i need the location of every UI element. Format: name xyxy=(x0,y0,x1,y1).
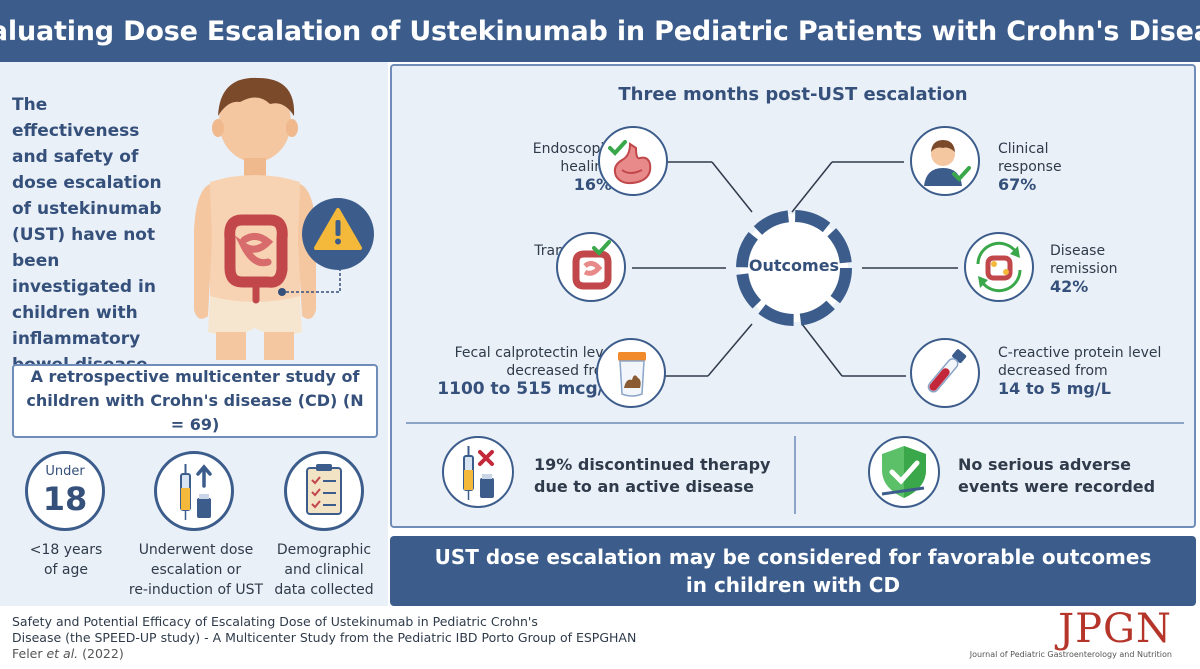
conclusion-line2: in children with CD xyxy=(685,573,901,597)
outcome-crp-value: 14 to 5 mg/L xyxy=(998,379,1111,398)
outcome-endoscopic: Endoscopic healing 16% xyxy=(472,140,612,194)
outcome-crp-line2: decreased from xyxy=(998,363,1108,379)
child-illustration xyxy=(194,77,374,360)
under-text: Under xyxy=(45,464,85,479)
discontinued-note: 19% discontinued therapy due to an activ… xyxy=(534,454,784,498)
citation-line1: Safety and Potential Efficacy of Escalat… xyxy=(12,614,538,629)
criterion-dose-line2: escalation or xyxy=(150,562,242,578)
discontinued-line2: due to an active disease xyxy=(534,477,754,496)
criterion-age-line2: of age xyxy=(43,562,89,578)
stomach-check-icon xyxy=(598,126,668,196)
outcomes-center-label: Outcomes xyxy=(748,256,840,275)
criterion-data-line3: data collected xyxy=(274,582,374,598)
outcome-crp-line1: C-reactive protein level xyxy=(998,345,1162,361)
outcome-endoscopic-line1: Endoscopic xyxy=(532,141,612,157)
journal-logo-text: JPGN xyxy=(1058,606,1172,652)
outcomes-diagram xyxy=(632,161,958,377)
outcome-calprotectin-line2: decreased from xyxy=(506,363,616,379)
criterion-age-line1: <18 years xyxy=(29,542,103,558)
author-name: Feler xyxy=(12,646,43,661)
clipboard-checklist-icon xyxy=(284,451,364,531)
bottom-divider xyxy=(794,436,796,514)
author-etal: et al. xyxy=(46,646,79,661)
background-panel: The effectiveness and safety of dose esc… xyxy=(0,62,388,606)
discontinued-line1: 19% discontinued therapy xyxy=(534,455,771,474)
adverse-line1: No serious adverse xyxy=(958,455,1131,474)
intestine-check-icon xyxy=(556,232,626,302)
outcome-calprotectin-line1: Fecal calprotectin level xyxy=(454,345,616,361)
conclusion-banner: UST dose escalation may be considered fo… xyxy=(390,536,1196,606)
citation-line2: Disease (the SPEED-UP study) - A Multice… xyxy=(12,630,637,645)
conclusion-line1: UST dose escalation may be considered fo… xyxy=(434,545,1152,569)
criterion-dose-line3: re-induction of UST xyxy=(128,582,264,598)
journal-name: Journal of Pediatric Gastroenterology an… xyxy=(969,650,1172,659)
adverse-line2: events were recorded xyxy=(958,477,1156,496)
outcome-calprotectin-value: 1100 to 515 mcg/g xyxy=(437,379,616,399)
outcomes-title: Three months post-UST escalation xyxy=(618,84,968,105)
outcome-clinical: Clinical response 67% xyxy=(998,140,1158,194)
criterion-data-line1: Demographic xyxy=(276,542,372,558)
criterion-data-line2: and clinical xyxy=(284,562,364,578)
criterion-dose-line1: Underwent dose xyxy=(138,542,254,558)
under-18-icon: Under 18 xyxy=(25,451,105,531)
outcome-endoscopic-value: 16% xyxy=(573,175,612,194)
criterion-data: Demographic and clinical data collected xyxy=(272,540,376,600)
study-description-box: A retrospective multicenter study of chi… xyxy=(12,364,378,438)
outcome-crp: C-reactive protein level decreased from … xyxy=(998,344,1194,398)
outcome-calprotectin: Fecal calprotectin level decreased from … xyxy=(406,344,616,398)
outcomes-divider xyxy=(406,422,1184,424)
page-title: Evaluating Dose Escalation of Ustekinuma… xyxy=(0,15,1200,47)
outcome-clinical-value: 67% xyxy=(998,175,1037,194)
intro-text: The effectiveness and safety of dose esc… xyxy=(12,95,162,375)
syringe-x-icon xyxy=(442,436,514,508)
footer: Safety and Potential Efficacy of Escalat… xyxy=(0,606,1200,669)
outcomes-panel: Three months post-UST escalation Outcome… xyxy=(390,64,1196,528)
outcome-remission: Disease remission 42% xyxy=(1050,242,1180,296)
citation-year: (2022) xyxy=(82,646,124,661)
outcome-remission-line2: remission xyxy=(1050,261,1118,277)
outcome-clinical-line2: response xyxy=(998,159,1062,175)
age-number: 18 xyxy=(42,480,88,518)
header-banner: Evaluating Dose Escalation of Ustekinuma… xyxy=(0,0,1200,62)
outcome-endoscopic-line2: healing xyxy=(560,159,612,175)
study-description: A retrospective multicenter study of chi… xyxy=(26,367,364,434)
journal-logo: JPGN Journal of Pediatric Gastroenterolo… xyxy=(970,608,1172,659)
intestine-cycle-icon xyxy=(964,232,1034,302)
citation-authors: Feler et al. (2022) xyxy=(12,646,636,662)
criterion-age: <18 years of age xyxy=(18,540,114,580)
stool-sample-icon xyxy=(596,338,666,408)
outcome-remission-line1: Disease xyxy=(1050,243,1106,259)
adverse-note: No serious adverse events were recorded xyxy=(958,454,1178,498)
outcome-clinical-line1: Clinical xyxy=(998,141,1049,157)
child-check-icon xyxy=(910,126,980,196)
syringe-up-arrow-icon xyxy=(154,451,234,531)
criterion-dose: Underwent dose escalation or re-inductio… xyxy=(124,540,268,600)
blood-tube-icon xyxy=(910,338,980,408)
shield-check-icon xyxy=(868,436,940,508)
outcome-remission-value: 42% xyxy=(1050,277,1089,296)
citation: Safety and Potential Efficacy of Escalat… xyxy=(12,614,636,662)
